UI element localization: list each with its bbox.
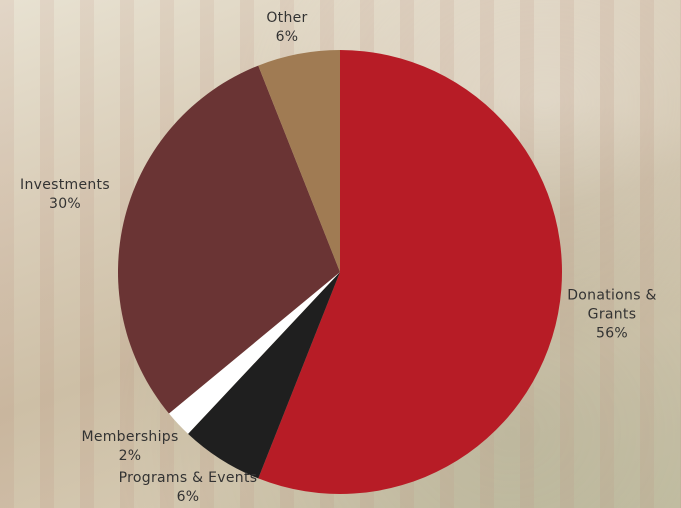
category-label: Donations & Grants	[567, 287, 657, 325]
value-label: 6%	[247, 28, 327, 47]
category-label: Other	[247, 9, 327, 28]
value-label: 56%	[567, 325, 657, 344]
value-label: 30%	[5, 195, 125, 214]
value-label: 6%	[88, 488, 288, 507]
page: (() => { const data = JSON.parse(documen…	[0, 0, 681, 508]
category-label: Programs & Events	[88, 469, 288, 488]
category-label: Memberships	[60, 428, 200, 447]
value-label: 2%	[60, 447, 200, 466]
category-label: Investments	[5, 176, 125, 195]
